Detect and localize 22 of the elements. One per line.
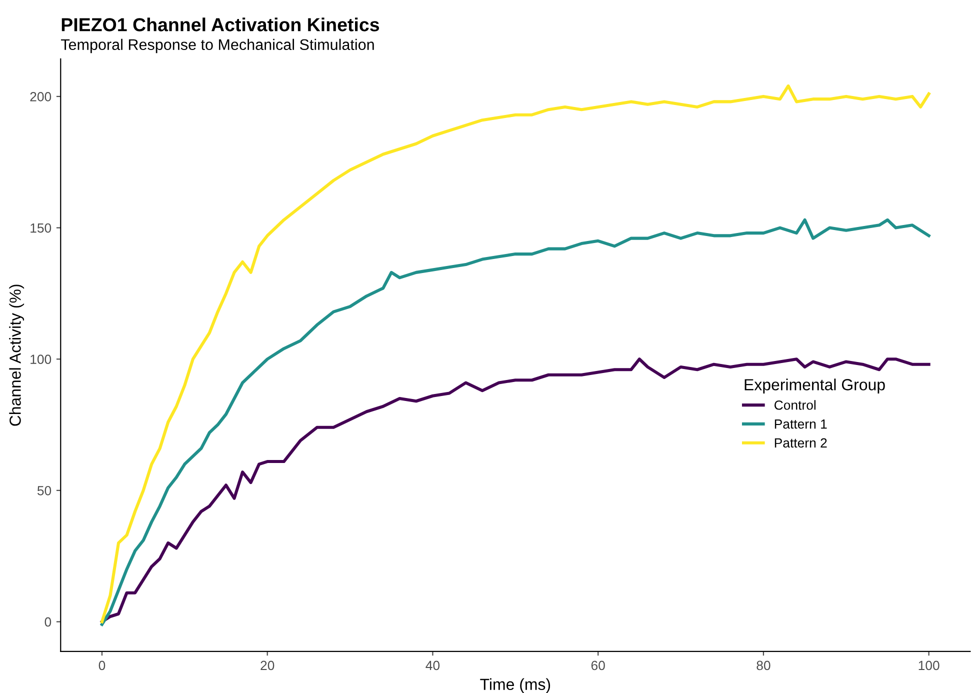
x-tick-label: 60 xyxy=(591,660,605,670)
y-tick-label: 50 xyxy=(37,486,52,496)
chart-title: PIEZO1 Channel Activation Kinetics xyxy=(62,18,380,32)
x-tick-label: 40 xyxy=(426,660,440,670)
legend-label: Pattern 2 xyxy=(774,438,827,448)
y-axis-title: Channel Activity (%) xyxy=(9,284,24,426)
legend-label: Control xyxy=(774,400,816,410)
x-tick-label: 20 xyxy=(260,660,274,670)
line-series xyxy=(100,358,930,624)
line-series xyxy=(100,218,930,626)
x-axis-title: Time (ms) xyxy=(480,678,550,693)
line-series xyxy=(100,84,930,624)
y-tick-label: 200 xyxy=(30,92,52,102)
x-tick-label: 0 xyxy=(98,660,106,670)
y-tick-label: 150 xyxy=(30,223,52,233)
legend-title: Experimental Group xyxy=(744,378,885,394)
y-tick-label: 0 xyxy=(44,617,52,627)
x-tick-label: 80 xyxy=(756,660,770,670)
x-tick-label: 100 xyxy=(918,660,940,670)
y-tick-label: 100 xyxy=(30,354,52,364)
legend-label: Pattern 1 xyxy=(774,419,827,429)
chart-subtitle: Temporal Response to Mechanical Stimulation xyxy=(60,38,374,54)
